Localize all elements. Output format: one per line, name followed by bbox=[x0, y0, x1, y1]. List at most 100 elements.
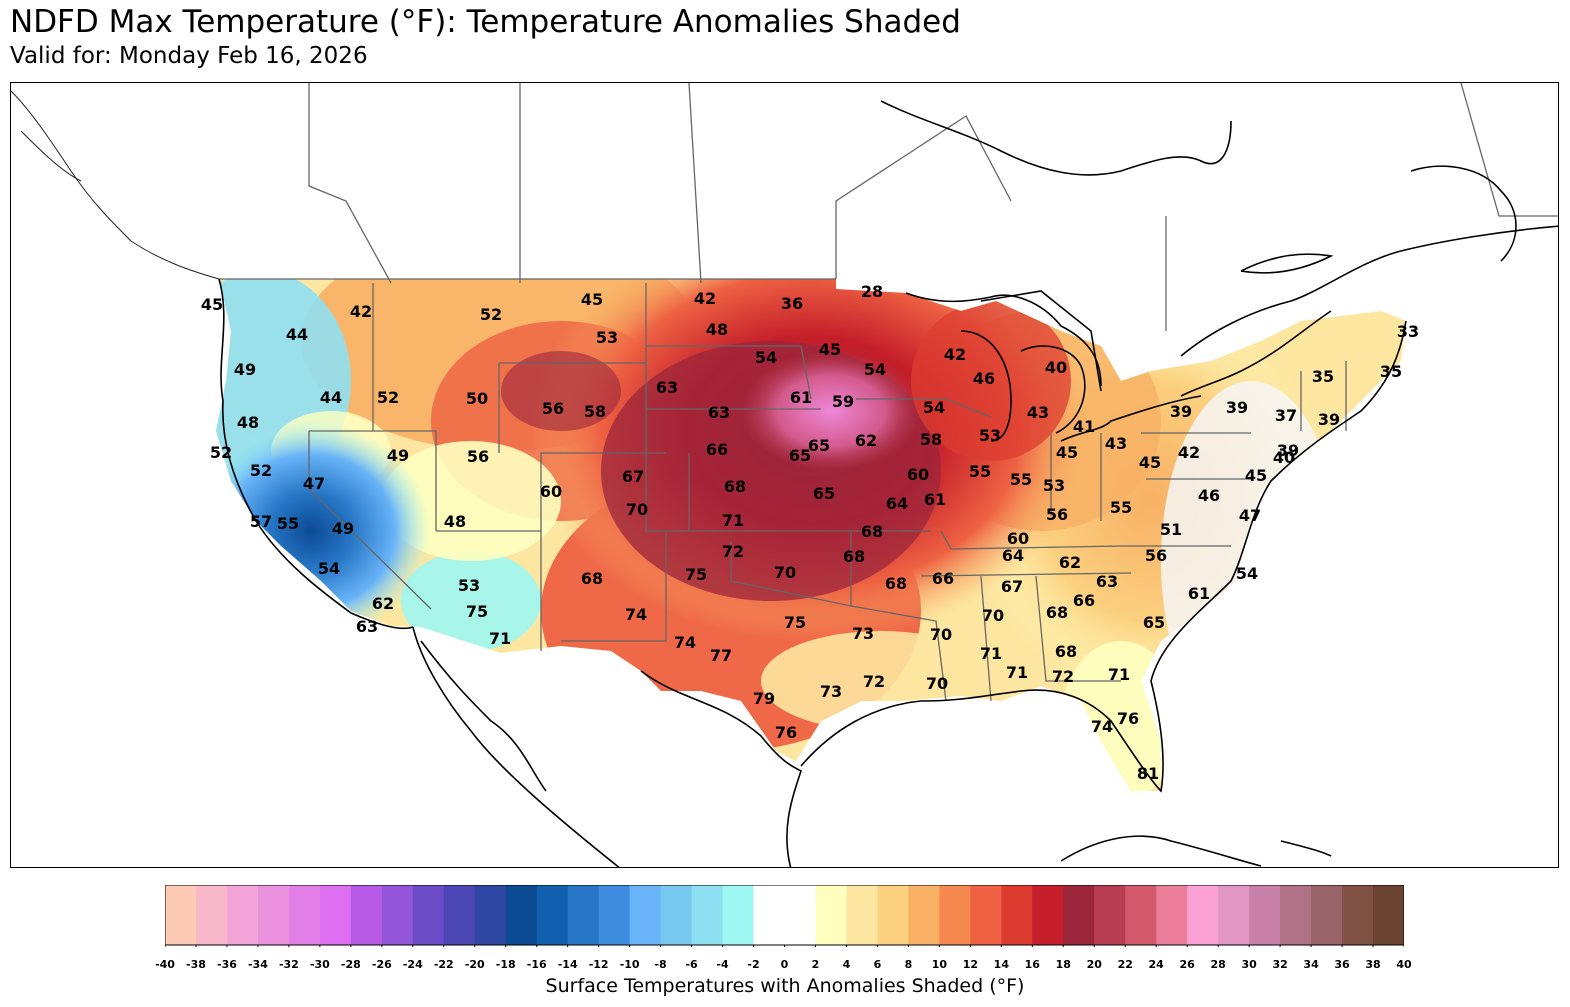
city-temp-label: 75 bbox=[685, 565, 707, 584]
city-temp-label: 39 bbox=[1277, 441, 1299, 460]
colorbar-tick-label: -8 bbox=[654, 958, 666, 971]
city-temp-label: 35 bbox=[1312, 367, 1334, 386]
city-temp-label: 72 bbox=[863, 672, 885, 691]
city-temp-label: 46 bbox=[1198, 486, 1220, 505]
city-temp-label: 43 bbox=[1027, 403, 1049, 422]
colorbar-swatch bbox=[474, 885, 507, 945]
colorbar-tick-label: 20 bbox=[1087, 958, 1103, 971]
colorbar-tick-label: 34 bbox=[1303, 958, 1319, 971]
city-temp-label: 65 bbox=[813, 484, 835, 503]
colorbar-swatch bbox=[1311, 885, 1343, 945]
map-canvas: 45 42 52 45 42 36 28 44 53 48 45 54 54 42 46 40 33 49 44 52… bbox=[11, 83, 1558, 867]
city-temp-label: 68 bbox=[843, 547, 865, 566]
anomaly-shading bbox=[216, 279, 1406, 791]
city-temp-label: 54 bbox=[923, 398, 945, 417]
colorbar-swatch bbox=[195, 885, 228, 945]
city-temp-label: 44 bbox=[320, 388, 342, 407]
colorbar-swatch bbox=[660, 885, 693, 945]
city-temp-label: 70 bbox=[774, 563, 796, 582]
colorbar-tick-label: -40 bbox=[155, 958, 175, 971]
colorbar-tick-label: 22 bbox=[1118, 958, 1133, 971]
city-temp-label: 33 bbox=[1397, 322, 1419, 341]
city-temp-label: 73 bbox=[820, 682, 842, 701]
city-temp-label: 61 bbox=[790, 388, 812, 407]
city-temp-label: 45 bbox=[201, 295, 223, 314]
city-temp-label: 61 bbox=[1188, 584, 1210, 603]
colorbar-tick-label: 40 bbox=[1396, 958, 1412, 971]
map-subtitle: Valid for: Monday Feb 16, 2026 bbox=[10, 43, 368, 69]
anomaly-colorbar bbox=[164, 884, 1405, 947]
city-temp-label: 52 bbox=[480, 305, 502, 324]
colorbar-swatch bbox=[1063, 885, 1095, 945]
colorbar-swatch bbox=[1342, 885, 1374, 945]
temperature-map[interactable]: 45 42 52 45 42 36 28 44 53 48 45 54 54 42 46 40 33 49 44 52… bbox=[10, 82, 1559, 868]
colorbar-tick-label: 38 bbox=[1365, 958, 1380, 971]
city-temp-label: 71 bbox=[980, 644, 1002, 663]
city-temp-label: 48 bbox=[444, 512, 466, 531]
colorbar-tick-label: -14 bbox=[558, 958, 578, 971]
city-temp-label: 49 bbox=[234, 360, 256, 379]
city-temp-label: 45 bbox=[581, 290, 603, 309]
city-temp-label: 72 bbox=[722, 542, 744, 561]
colorbar-label: Surface Temperatures with Anomalies Shad… bbox=[545, 975, 1025, 997]
colorbar-swatch bbox=[939, 885, 971, 945]
colorbar-swatch bbox=[505, 885, 538, 945]
city-temp-label: 68 bbox=[1055, 642, 1077, 661]
city-temp-label: 75 bbox=[466, 602, 488, 621]
colorbar-swatch bbox=[412, 885, 445, 945]
city-temp-label: 42 bbox=[944, 345, 966, 364]
city-temp-label: 39 bbox=[1226, 398, 1248, 417]
colorbar-tick-label: 24 bbox=[1149, 958, 1165, 971]
city-temp-label: 47 bbox=[1239, 506, 1261, 525]
colorbar-swatch bbox=[815, 885, 848, 945]
city-temp-label: 42 bbox=[350, 302, 372, 321]
colorbar-swatch bbox=[1125, 885, 1157, 945]
city-temp-label: 70 bbox=[926, 674, 948, 693]
city-temp-label: 75 bbox=[784, 613, 806, 632]
city-temp-label: 81 bbox=[1137, 764, 1159, 783]
colorbar-tick-label: 12 bbox=[963, 958, 978, 971]
city-temp-label: 48 bbox=[706, 320, 728, 339]
colorbar-swatch bbox=[1187, 885, 1219, 945]
city-temp-label: 45 bbox=[1139, 453, 1161, 472]
city-temp-label: 68 bbox=[861, 522, 883, 541]
city-temp-label: 62 bbox=[372, 594, 394, 613]
city-temp-label: 71 bbox=[489, 629, 511, 648]
colorbar-swatch bbox=[288, 885, 321, 945]
city-temp-label: 44 bbox=[286, 325, 308, 344]
city-temp-label: 56 bbox=[1046, 505, 1068, 524]
city-temp-label: 45 bbox=[1056, 443, 1078, 462]
colorbar-tick-label: -12 bbox=[589, 958, 609, 971]
city-temp-label: 64 bbox=[1002, 546, 1024, 565]
colorbar-swatch bbox=[350, 885, 383, 945]
city-temp-label: 55 bbox=[1110, 498, 1132, 517]
colorbar-swatch bbox=[1373, 885, 1405, 945]
city-temp-label: 54 bbox=[1236, 564, 1258, 583]
colorbar-tick-label: -16 bbox=[527, 958, 547, 971]
colorbar-tick-label: 30 bbox=[1241, 958, 1257, 971]
city-temp-label: 63 bbox=[1096, 572, 1118, 591]
city-temp-label: 59 bbox=[832, 392, 854, 411]
city-temp-label: 53 bbox=[458, 576, 480, 595]
city-temp-label: 66 bbox=[706, 440, 728, 459]
colorbar-tick-label: -20 bbox=[465, 958, 485, 971]
colorbar-tick-label: -24 bbox=[403, 958, 423, 971]
city-temp-label: 56 bbox=[542, 399, 564, 418]
city-temp-label: 55 bbox=[277, 514, 299, 533]
colorbar-tick-label: -28 bbox=[341, 958, 361, 971]
city-temp-label: 49 bbox=[387, 446, 409, 465]
city-temp-label: 77 bbox=[710, 646, 732, 665]
colorbar-tick-label: -34 bbox=[248, 958, 268, 971]
colorbar-swatch bbox=[970, 885, 1002, 945]
colorbar-swatch bbox=[722, 885, 755, 945]
city-temp-label: 67 bbox=[1001, 577, 1023, 596]
colorbar-tick-label: -38 bbox=[186, 958, 206, 971]
city-temp-label: 58 bbox=[920, 430, 942, 449]
colorbar-swatch bbox=[846, 885, 879, 945]
city-temp-label: 71 bbox=[1006, 663, 1028, 682]
colorbar-tick-label: -36 bbox=[217, 958, 237, 971]
city-temp-label: 43 bbox=[1105, 434, 1127, 453]
city-temp-label: 52 bbox=[250, 461, 272, 480]
city-temp-label: 55 bbox=[1010, 470, 1032, 489]
map-title: NDFD Max Temperature (°F): Temperature A… bbox=[10, 4, 961, 40]
